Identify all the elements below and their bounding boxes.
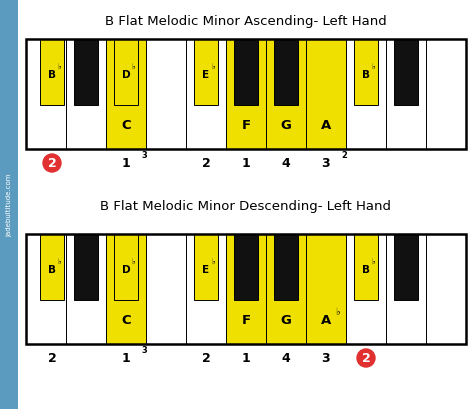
Text: 4: 4	[282, 157, 291, 170]
Bar	[74, 234, 98, 300]
Bar	[234, 40, 258, 106]
Bar	[66, 40, 106, 150]
Bar	[186, 40, 226, 150]
Text: G: G	[281, 314, 292, 326]
Text: ♭: ♭	[131, 63, 135, 72]
Text: 2: 2	[362, 352, 370, 364]
Bar	[226, 40, 266, 150]
Text: G: G	[281, 119, 292, 132]
Text: ♭: ♭	[57, 257, 61, 266]
Text: jadebultitude.com: jadebultitude.com	[6, 173, 12, 236]
Text: ♭: ♭	[57, 63, 61, 72]
Text: D: D	[122, 70, 130, 79]
Bar	[26, 234, 66, 344]
Bar	[354, 234, 378, 300]
Bar	[346, 234, 386, 344]
Bar	[394, 40, 418, 106]
Text: B: B	[362, 70, 370, 79]
Text: B Flat Melodic Minor Descending- Left Hand: B Flat Melodic Minor Descending- Left Ha…	[100, 200, 392, 213]
Text: B: B	[48, 264, 56, 274]
Text: 2: 2	[341, 151, 347, 160]
Bar	[106, 40, 146, 150]
Text: D: D	[122, 264, 130, 274]
Bar	[114, 40, 138, 106]
Bar	[40, 40, 64, 106]
Bar	[306, 234, 346, 344]
Bar	[306, 40, 346, 150]
Bar	[26, 40, 466, 150]
Text: 3: 3	[322, 157, 330, 170]
Bar	[274, 234, 298, 300]
Text: 3: 3	[322, 352, 330, 364]
Bar	[426, 40, 466, 150]
Text: B Flat Melodic Minor Ascending- Left Hand: B Flat Melodic Minor Ascending- Left Han…	[105, 15, 387, 28]
Text: B: B	[48, 70, 56, 79]
Bar	[194, 40, 218, 106]
Bar	[226, 234, 266, 344]
Text: B: B	[362, 264, 370, 274]
Bar	[274, 40, 298, 106]
Bar	[386, 234, 426, 344]
Text: A: A	[321, 119, 331, 132]
Bar	[346, 40, 386, 150]
Text: ♭: ♭	[211, 63, 215, 72]
Text: 2: 2	[201, 352, 210, 364]
Text: ♭: ♭	[211, 257, 215, 266]
Text: 2: 2	[201, 157, 210, 170]
Text: C: C	[121, 119, 131, 132]
Bar	[266, 234, 306, 344]
Bar	[426, 234, 466, 344]
Text: F: F	[241, 314, 251, 326]
Bar	[146, 234, 186, 344]
Text: E: E	[202, 264, 210, 274]
Text: ♭: ♭	[372, 257, 375, 266]
Bar	[26, 234, 466, 344]
Text: 1: 1	[122, 352, 130, 364]
Text: ♭: ♭	[372, 63, 375, 72]
Bar	[114, 234, 138, 300]
Text: 2: 2	[47, 157, 56, 170]
Bar	[40, 234, 64, 300]
Bar	[234, 234, 258, 300]
Text: F: F	[241, 119, 251, 132]
Text: 1: 1	[242, 352, 250, 364]
Bar	[106, 234, 146, 344]
Text: E: E	[202, 70, 210, 79]
Circle shape	[43, 155, 61, 173]
Bar	[194, 234, 218, 300]
Text: 2: 2	[47, 352, 56, 364]
Text: 4: 4	[282, 352, 291, 364]
Bar	[74, 40, 98, 106]
Bar	[386, 40, 426, 150]
Text: A: A	[321, 314, 331, 326]
Bar	[146, 40, 186, 150]
Text: 1: 1	[242, 157, 250, 170]
Bar	[186, 234, 226, 344]
Bar	[66, 234, 106, 344]
Bar	[394, 234, 418, 300]
Text: ♭: ♭	[131, 257, 135, 266]
Bar	[0, 0, 18, 409]
Text: ♭: ♭	[335, 306, 339, 316]
Bar	[354, 40, 378, 106]
Bar	[26, 40, 66, 150]
Bar	[266, 40, 306, 150]
Text: 3: 3	[141, 151, 147, 160]
Text: 1: 1	[122, 157, 130, 170]
Text: 3: 3	[141, 346, 147, 355]
Text: C: C	[121, 314, 131, 326]
Circle shape	[357, 349, 375, 367]
